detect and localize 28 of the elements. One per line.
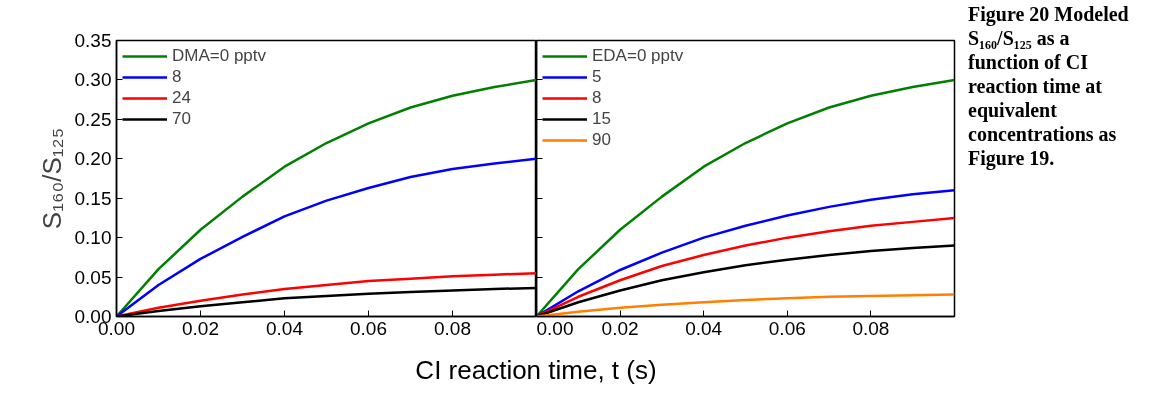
x-tick-label: 0.04 — [685, 317, 723, 339]
legend-label: 24 — [172, 88, 192, 108]
x-axis-title: CI reaction time, t (s) — [415, 354, 657, 387]
legend-label: 8 — [172, 67, 183, 87]
x-tick-label: 0.02 — [601, 317, 639, 339]
y-tick-label: 0.25 — [74, 108, 112, 130]
x-tick-label: 0.08 — [434, 317, 471, 339]
caption: Figure 20 Modeled S₁₆₀/S₁₂₅ as a function of CI reaction time at equivalent concentrations as Figure 19. — [968, 2, 1130, 170]
x-tick-label: 0.08 — [852, 317, 890, 339]
x-tick-label: 0.06 — [768, 317, 806, 339]
y-tick-label: 0.35 — [74, 30, 112, 51]
y-tick-label: 0.10 — [74, 227, 112, 249]
y-axis-title: S₁₆₀/S₁₂₅ — [36, 127, 67, 230]
legend-label: 15 — [592, 109, 612, 129]
legend-label: 8 — [592, 88, 603, 108]
x-tick-label: 0.04 — [266, 317, 304, 339]
y-tick-label: 0.20 — [74, 148, 112, 170]
y-tick-label: 0.30 — [74, 69, 112, 91]
x-tick-label: 0.06 — [350, 317, 387, 339]
x-tick-label: 0.00 — [536, 317, 574, 339]
y-tick-label: 0.05 — [74, 266, 112, 288]
legend-label: 90 — [592, 130, 612, 150]
legend-label: 5 — [592, 67, 603, 87]
x-tick-label: 0.02 — [182, 317, 219, 339]
legend-label: DMA=0 pptv — [172, 46, 267, 66]
legend-label: EDA=0 pptv — [592, 46, 684, 66]
legend-label: 70 — [172, 109, 192, 129]
y-tick-label: 0.15 — [74, 187, 112, 209]
